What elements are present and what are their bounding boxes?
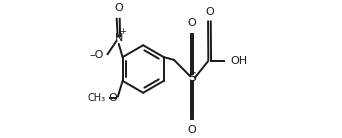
Text: +: +: [119, 27, 126, 36]
Text: OH: OH: [231, 56, 248, 66]
Text: O: O: [188, 125, 196, 135]
Text: S: S: [188, 71, 196, 84]
Text: O: O: [205, 7, 214, 17]
Text: –O: –O: [90, 50, 104, 60]
Text: N: N: [115, 33, 123, 43]
Text: O: O: [108, 92, 117, 103]
Text: CH₃: CH₃: [88, 92, 106, 103]
Text: O: O: [188, 18, 196, 28]
Text: O: O: [114, 3, 123, 13]
